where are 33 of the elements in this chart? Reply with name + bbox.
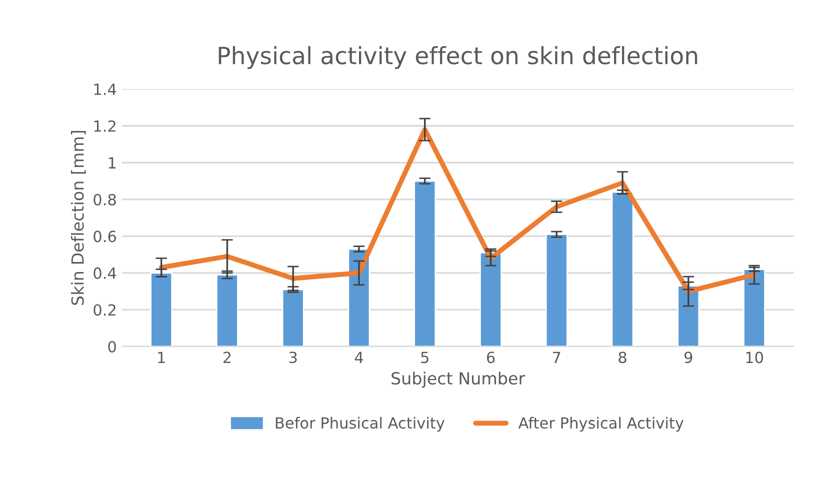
x-tick-label: 8 — [618, 352, 626, 364]
bar — [480, 252, 502, 346]
bar — [743, 268, 766, 346]
legend-label: Befor Phusical Activity — [276, 416, 444, 432]
y-tick-label: 0.8 — [94, 194, 116, 206]
x-tick-label: 5 — [421, 352, 428, 364]
y-tick-label: 1 — [108, 157, 116, 168]
bar — [216, 274, 238, 346]
bar — [611, 191, 634, 346]
line-series — [158, 127, 757, 294]
x-tick-label: 1 — [158, 352, 165, 363]
legend-label: After Physical Activity — [518, 416, 684, 432]
x-axis-title: Subject Number — [392, 372, 526, 388]
y-tick-label: 1.2 — [94, 120, 116, 132]
x-tick-label: 4 — [354, 352, 363, 363]
y-tick-label: 0.4 — [94, 267, 116, 279]
y-tick-label: 0.2 — [94, 304, 116, 316]
x-tick-label: 7 — [553, 352, 560, 363]
chart-title: Physical activity effect on skin deflection — [218, 46, 698, 70]
bar — [677, 285, 700, 346]
bar — [545, 234, 568, 346]
x-tick-label: 10 — [746, 352, 763, 364]
x-tick-label: 6 — [486, 352, 495, 364]
y-tick-label: 0 — [108, 340, 116, 353]
bar — [414, 180, 436, 346]
bar — [282, 288, 304, 346]
x-tick-label: 9 — [684, 352, 692, 364]
y-axis-title: Skin Deflection [mm] — [70, 131, 86, 305]
x-tick-label: 3 — [289, 352, 297, 364]
y-tick-label: 1.4 — [94, 84, 116, 95]
x-tick-label: 2 — [223, 352, 231, 363]
y-tick-label: 0.6 — [94, 230, 116, 242]
bar — [150, 272, 173, 346]
